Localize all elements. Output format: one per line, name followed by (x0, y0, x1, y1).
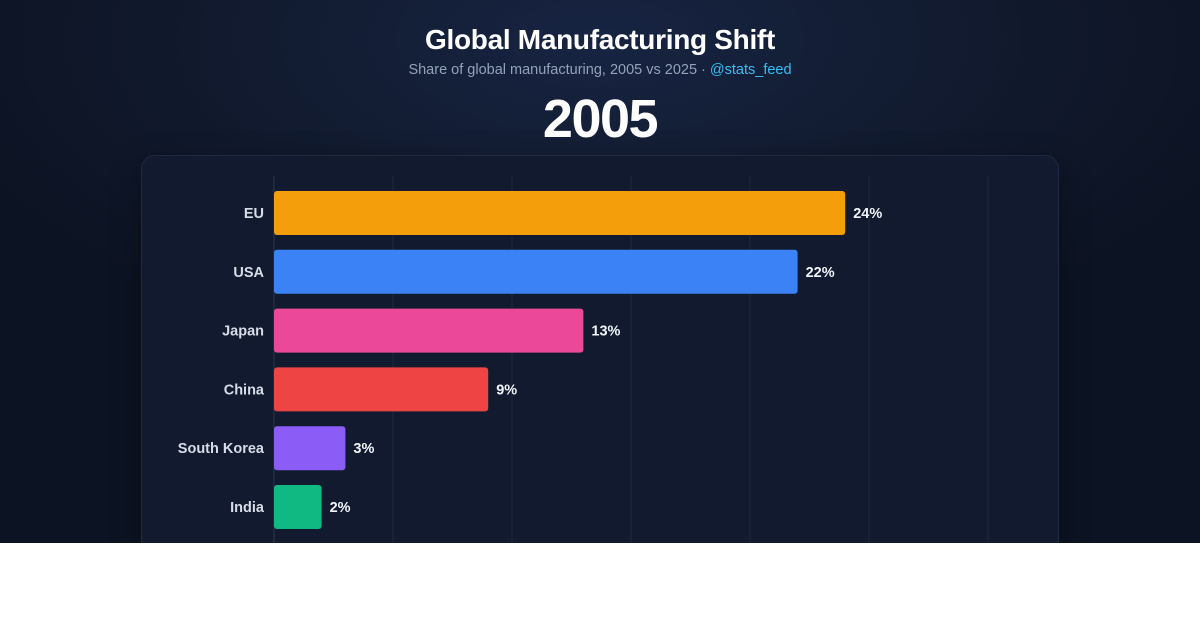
bar-chart: EU 24% USA 22% Japan 13% China 9% South Korea 3% I… (178, 176, 989, 543)
chart-title: Global Manufacturing Shift (425, 24, 775, 55)
category-label: USA (233, 265, 264, 281)
chart-panel: EU 24% USA 22% Japan 13% China 9% South Korea 3% I… (141, 155, 1059, 543)
bar (274, 426, 346, 471)
bar (274, 367, 489, 412)
author-handle-link[interactable]: @stats_feed (709, 62, 792, 78)
subtitle-text: Share of global manufacturing, 2005 vs 2… (408, 62, 706, 78)
category-label: EU (244, 206, 264, 222)
category-label: India (230, 500, 265, 516)
value-label: 3% (353, 441, 374, 457)
value-label: 24% (853, 206, 882, 222)
bar (274, 485, 322, 529)
bar (274, 249, 798, 294)
value-label: 13% (591, 324, 620, 340)
bar (274, 308, 584, 353)
value-label: 2% (330, 500, 351, 516)
value-label: 9% (496, 382, 517, 398)
category-label: China (224, 382, 265, 398)
category-label: Japan (222, 324, 264, 340)
chart-card: Global Manufacturing Shift Share of glob… (0, 0, 1200, 543)
value-label: 22% (806, 265, 835, 281)
bar (274, 191, 846, 235)
year-indicator: 2005 (542, 89, 659, 149)
chart-subtitle: Share of global manufacturing, 2005 vs 2… (0, 62, 1200, 78)
category-label: South Korea (178, 441, 265, 457)
